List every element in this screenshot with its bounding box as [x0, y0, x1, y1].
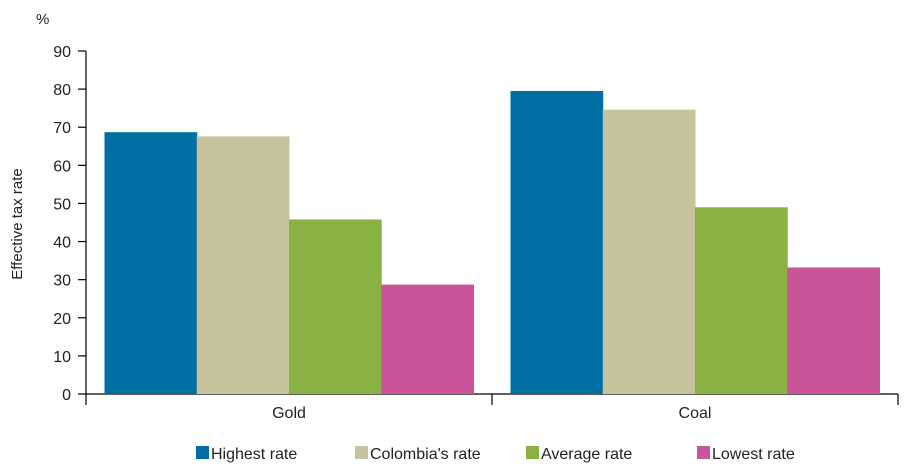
bar — [289, 219, 382, 394]
y-tick-label: 70 — [53, 120, 71, 137]
legend-swatch — [526, 446, 539, 459]
y-tick-label: 10 — [53, 349, 71, 366]
y-tick-label: 90 — [53, 44, 71, 61]
y-tick-label: 40 — [53, 235, 71, 252]
x-category-label: Coal — [679, 405, 712, 422]
y-tick-label: 0 — [62, 387, 71, 404]
legend-swatch — [196, 446, 209, 459]
x-category-label: Gold — [272, 405, 306, 422]
y-tick-label: 50 — [53, 196, 71, 213]
bar — [602, 109, 696, 395]
bar — [196, 136, 290, 394]
bar — [695, 207, 788, 394]
bar — [104, 132, 198, 394]
y-unit-label: % — [36, 11, 49, 28]
x-axis: Gold Coal — [85, 393, 899, 422]
legend-label: Highest rate — [211, 446, 297, 463]
legend-label: Lowest rate — [712, 446, 795, 463]
legend-swatch — [355, 446, 368, 459]
y-tick-label: 30 — [53, 273, 71, 290]
bar — [787, 267, 880, 394]
y-axis: 0 10 20 30 40 50 60 70 80 90 — [53, 44, 87, 404]
y-tick-label: 60 — [53, 158, 71, 175]
bars-group — [104, 91, 880, 395]
legend-label: Colombia's rate — [370, 446, 481, 463]
legend-swatch — [697, 446, 710, 459]
bar — [510, 91, 604, 395]
legend: Highest rate Colombia's rate Average rate L… — [196, 446, 795, 463]
y-tick-label: 80 — [53, 82, 71, 99]
legend-label: Average rate — [541, 446, 632, 463]
y-tick-label: 20 — [53, 311, 71, 328]
y-axis-title: Effective tax rate — [9, 168, 26, 279]
bar — [381, 284, 474, 394]
